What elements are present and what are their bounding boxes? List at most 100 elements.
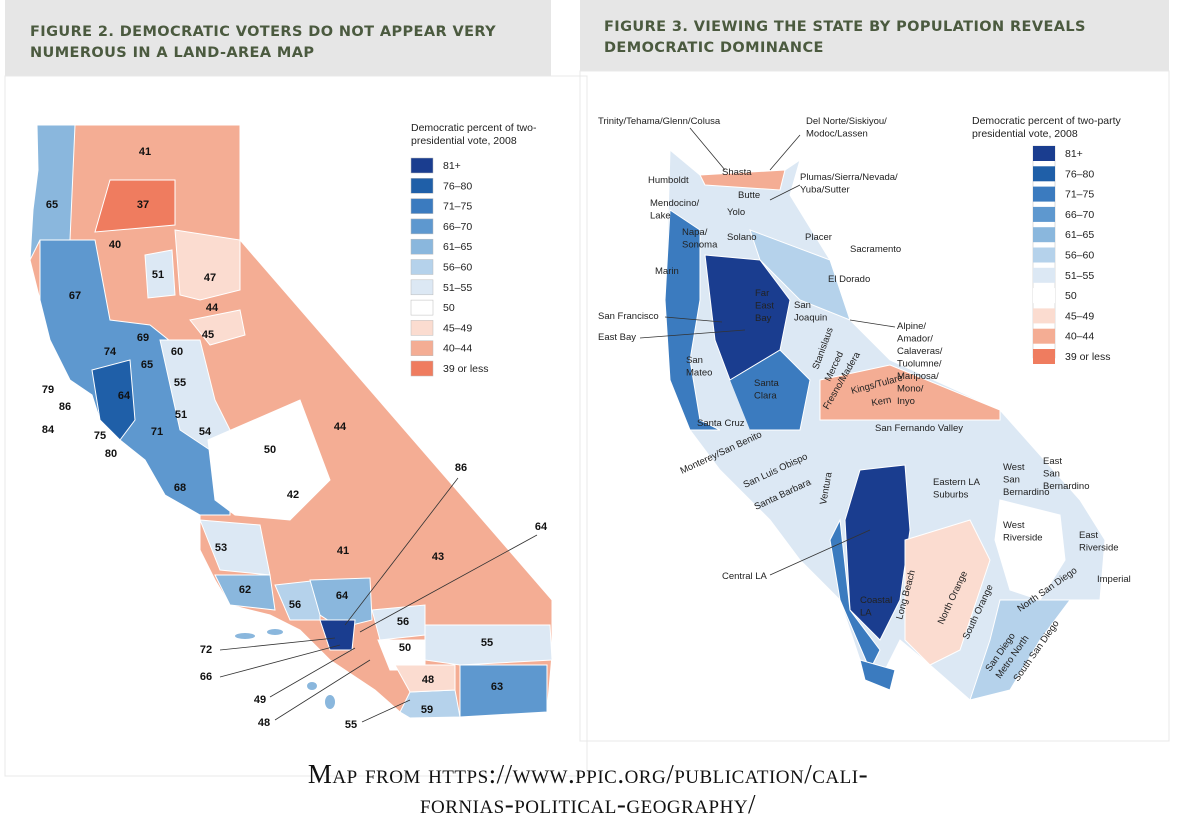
island [235,633,255,639]
county-value: 64 [118,390,131,402]
county-value: 65 [141,359,153,371]
county-value: 45 [202,329,214,341]
region-label: Mono/ [897,384,924,395]
region-label: Mariposa/ [897,371,939,382]
region [859,659,896,691]
leader-line [359,534,538,633]
region-label: Suburbs [933,490,969,501]
region-label: Lake [650,211,671,222]
legend-swatch [1033,308,1055,324]
legend-label: 56–60 [443,262,472,274]
region-label: Shasta [722,167,752,178]
county-value: 40 [109,239,121,251]
region-label: Bernardino [1003,487,1049,498]
legend-label: 76–80 [443,180,472,192]
region-label: Clara [754,391,777,402]
region-label: Joaquin [794,313,827,324]
legend-label: 66–70 [1065,209,1094,221]
region-label: San Francisco [598,311,659,322]
county [189,309,246,346]
county-value: 64 [336,590,349,602]
legend-label: 61–65 [443,241,472,253]
region-label: Amador/ [897,334,933,345]
county-value: 86 [59,401,71,413]
legend-swatch [410,279,434,296]
legend-swatch [410,238,434,255]
county [91,359,136,441]
legend-swatch [410,340,434,356]
county-value: 60 [171,346,183,358]
leader-line [219,637,336,651]
legend-label: 56–60 [1065,250,1094,262]
leader-line [344,477,459,626]
county-value: 54 [199,426,212,438]
legend-swatch [410,360,434,377]
county-value: 55 [345,719,357,731]
county-value: 47 [204,272,216,284]
legend-label: 71–75 [443,201,472,213]
legend-title: presidential vote, 2008 [411,135,517,147]
region [844,464,911,641]
region-label: Santa [754,378,780,389]
island [307,682,317,690]
legend-swatch [1033,349,1055,364]
region-label: Alpine/ [897,321,926,332]
legend-label: 39 or less [443,363,489,375]
county-value: 43 [432,551,444,563]
county-value: 62 [239,584,251,596]
leader-line [274,659,371,721]
county-value: 56 [397,616,409,628]
figure-title: NUMEROUS IN A LAND-AREA MAP [30,45,314,61]
region-label: Coastal [860,595,892,606]
legend-label: 50 [443,302,455,314]
county-value: 55 [174,377,186,389]
county [94,179,176,233]
legend-swatch [1033,146,1055,161]
county [309,577,373,629]
figure2-islands [235,629,335,709]
county-value: 51 [152,269,164,281]
legend-swatch [1033,247,1055,263]
county-value: 86 [455,462,467,474]
region-label: Humboldt [648,175,689,186]
county [144,249,176,299]
source-caption: Map from https://www.ppic.org/publicatio… [308,759,868,789]
legend-swatch [410,259,434,275]
legend-swatch [1033,206,1055,222]
region-label: East [1079,530,1098,541]
legend-label: 61–65 [1065,229,1094,241]
county-value: 56 [289,599,301,611]
legend-label: 71–75 [1065,189,1094,201]
county-value: 63 [491,681,503,693]
legend-title: Democratic percent of two- [411,122,537,134]
county-value: 59 [421,704,433,716]
region-label: Central LA [722,571,768,582]
county-value: 44 [334,421,347,433]
county-value: 72 [200,644,212,656]
region-label: Tuolumne/ [897,359,942,370]
legend-swatch [410,157,434,174]
legend-swatch [1033,166,1055,182]
legend-label: 45–49 [1065,310,1094,322]
region [699,169,786,191]
figure2-header [5,0,551,76]
county-value: 68 [174,482,186,494]
legend-label: 51–55 [1065,270,1094,282]
region-label: Modoc/Lassen [806,129,868,140]
county-value: 71 [151,426,163,438]
region-label: Yolo [727,207,745,218]
legend-label: 81+ [1065,148,1083,160]
figure3-header [580,0,1169,71]
region-label: East [755,301,774,312]
region-label: Solano [727,232,757,243]
region-label: Yuba/Sutter [800,185,850,196]
leader-line [849,319,896,328]
leader-line [361,699,411,723]
leader-line [664,316,723,323]
region-label: Napa/ [682,227,708,238]
county-value: 41 [139,146,151,158]
region-label: Butte [738,190,760,201]
island [325,695,335,709]
region-label: Riverside [1079,543,1119,554]
county [39,239,231,516]
